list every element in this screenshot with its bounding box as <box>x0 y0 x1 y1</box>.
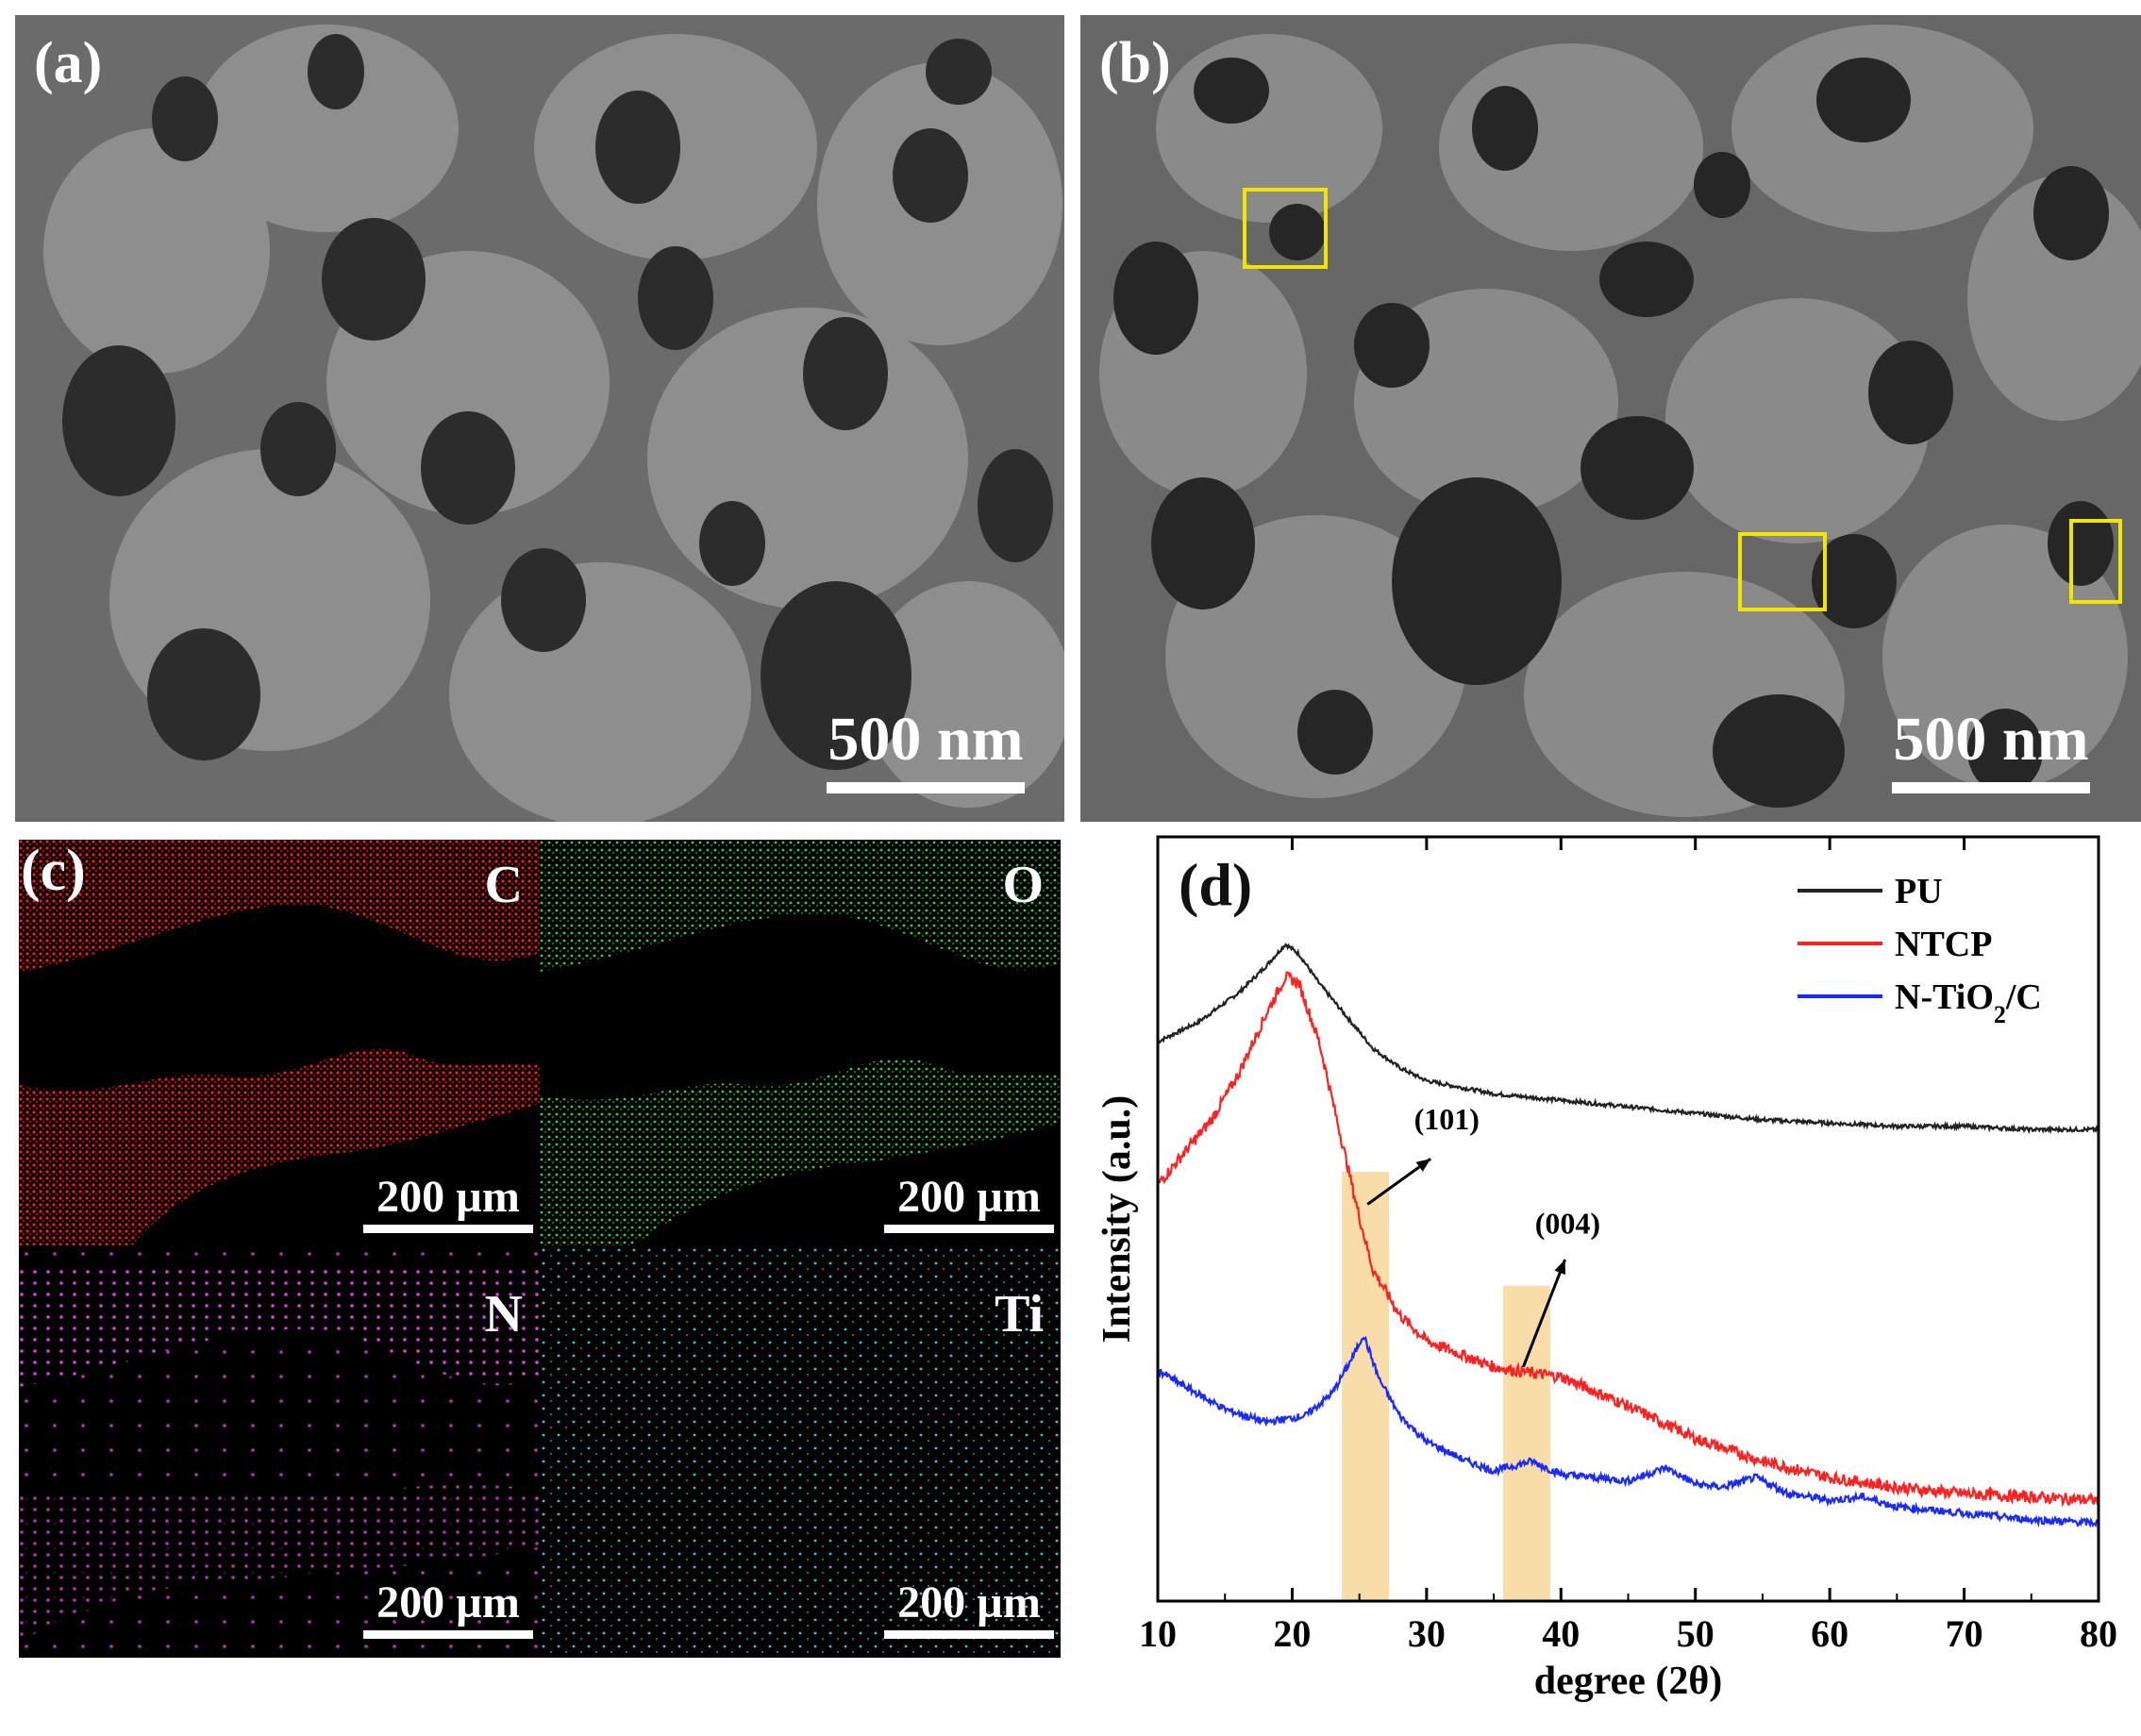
scale-bar-a: 500 nm <box>789 709 1062 793</box>
element-label-ti: Ti <box>995 1285 1044 1344</box>
sem-image-a: (a) 500 nm <box>15 15 1064 822</box>
scale-line-map-c <box>363 1225 533 1233</box>
scale-line-map-o <box>884 1225 1054 1233</box>
x-axis-label: degree (2θ) <box>1534 1660 1723 1703</box>
highlight-box-1 <box>1243 188 1328 269</box>
element-label-c: C <box>484 856 523 914</box>
x-tick-label-30: 30 <box>1408 1612 1446 1655</box>
scale-text-a: 500 nm <box>828 705 1024 774</box>
panel-label-c: (c) <box>21 840 86 903</box>
element-label-o: O <box>1002 856 1044 914</box>
highlight-band-2 <box>1503 1285 1550 1601</box>
x-tick-label-70: 70 <box>1946 1612 1983 1655</box>
panel-label-b: (b) <box>1099 31 1171 95</box>
annotation-arrow-2 <box>1522 1259 1566 1368</box>
xrd-chart-panel: (101) (004) 10 20 30 40 50 60 70 80 degree (2θ) Int… <box>1076 830 2141 1736</box>
x-tick-label-60: 60 <box>1811 1612 1848 1655</box>
scale-line-map-ti <box>884 1630 1054 1639</box>
series-line-2 <box>1156 971 2100 1508</box>
scale-text-map-ti: 200 µm <box>897 1577 1041 1628</box>
eds-texture-n <box>19 1245 540 1658</box>
annotation-label-2: (004) <box>1535 1207 1600 1241</box>
scale-text-map-o: 200 µm <box>897 1172 1041 1222</box>
xrd-chart: (101) (004) 10 20 30 40 50 60 70 80 degree (2θ) Int… <box>1096 835 2117 1703</box>
annotation-arrowhead-1 <box>1415 1159 1431 1172</box>
eds-texture-ti <box>540 1245 1061 1658</box>
annotation-label-1: (101) <box>1414 1102 1480 1136</box>
highlight-box-3 <box>2069 519 2122 604</box>
scale-text-map-n: 200 µm <box>376 1577 520 1628</box>
scale-text-b: 500 nm <box>1893 705 2089 774</box>
x-tick-label-80: 80 <box>2080 1612 2117 1655</box>
scale-bar-map-ti: 200 µm <box>879 1580 1059 1639</box>
scale-line-b <box>1892 782 2090 793</box>
annotation-arrowhead-2 <box>1554 1260 1566 1276</box>
highlight-box-2 <box>1738 532 1827 611</box>
eds-map-o: O 200 µm <box>540 840 1061 1245</box>
x-tick-label-10: 10 <box>1139 1612 1177 1655</box>
element-label-n: N <box>484 1285 523 1344</box>
eds-texture-c <box>19 840 540 1245</box>
sem-texture-b <box>1080 15 2141 822</box>
legend-label-3: N-TiO2/C <box>1895 977 2042 1028</box>
eds-map-n: N 200 µm <box>19 1245 540 1658</box>
eds-texture-o <box>540 840 1061 1245</box>
eds-map-c: C 200 µm (c) <box>19 840 540 1245</box>
eds-map-ti: Ti 200 µm <box>540 1245 1061 1658</box>
panel-label-a: (a) <box>34 31 103 95</box>
sem-image-b: (b) 500 nm <box>1080 15 2141 822</box>
scale-line-a <box>827 782 1025 793</box>
scale-bar-b: 500 nm <box>1854 709 2128 793</box>
series-line-3 <box>1156 1335 2099 1528</box>
legend-label-2: NTCP <box>1895 925 1992 964</box>
series-line-1 <box>1157 943 2099 1135</box>
scale-bar-map-c: 200 µm <box>359 1175 538 1233</box>
legend-label-1: PU <box>1895 872 1943 911</box>
scale-text-map-c: 200 µm <box>376 1172 520 1222</box>
x-tick-label-40: 40 <box>1542 1612 1580 1655</box>
sem-texture-a <box>15 15 1064 822</box>
x-tick-label-50: 50 <box>1677 1612 1714 1655</box>
panel-label-d: (d) <box>1179 851 1252 918</box>
scale-line-map-n <box>363 1630 533 1639</box>
scale-bar-map-o: 200 µm <box>879 1175 1059 1233</box>
scale-bar-map-n: 200 µm <box>359 1580 538 1639</box>
x-tick-label-20: 20 <box>1273 1612 1311 1655</box>
y-axis-label: Intensity (a.u.) <box>1096 1095 1139 1344</box>
